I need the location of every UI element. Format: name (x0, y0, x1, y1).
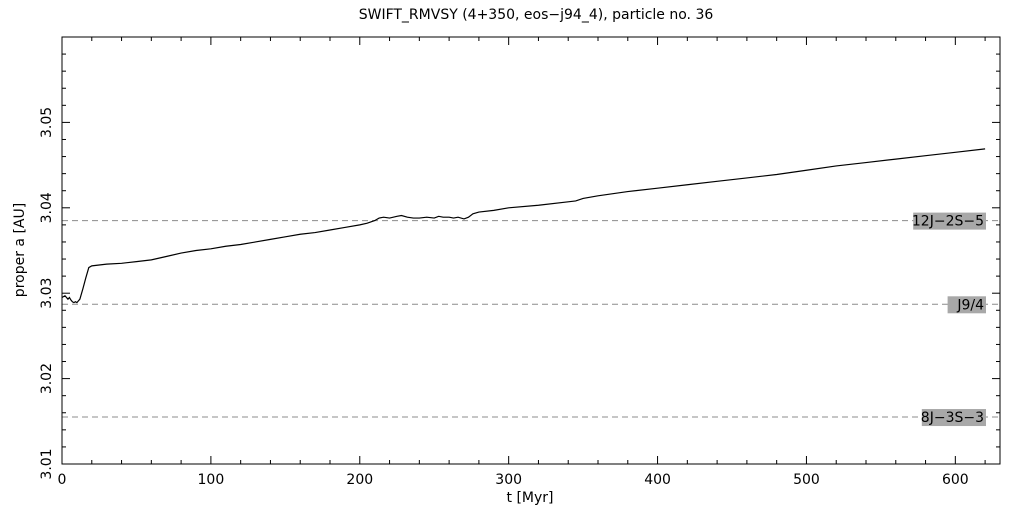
x-tick-label: 300 (495, 472, 522, 488)
axis-ticks (61, 36, 1000, 465)
x-tick-label: 100 (198, 472, 225, 488)
series-layer (61, 148, 986, 304)
resonance-label: 12J−2S−5 (912, 214, 984, 230)
x-tick-labels: 0 100 200 300 400 500 600 (58, 472, 969, 488)
y-tick-labels: 3.01 3.02 3.03 3.04 3.05 (39, 107, 55, 480)
y-axis-label: proper a [AU] (12, 203, 28, 297)
x-tick-label: 200 (346, 472, 373, 488)
x-axis-label: t [Myr] (507, 490, 554, 506)
x-tick-label: 500 (793, 472, 820, 488)
y-tick-label: 3.04 (39, 192, 55, 223)
resonance-label: J9/4 (956, 297, 984, 313)
chart-title: SWIFT_RMVSY (4+350, eos−j94_4), particle… (359, 7, 714, 23)
x-tick-label: 0 (58, 472, 67, 488)
resonance-labels: 12J−2S−5 J9/4 8J−3S−3 (912, 212, 986, 427)
resonance-label-box (913, 212, 986, 230)
resonance-lines (62, 220, 1000, 418)
y-tick-label: 3.03 (39, 278, 55, 309)
x-tick-label: 600 (942, 472, 969, 488)
resonance-label-box (921, 409, 986, 427)
y-tick-label: 3.01 (39, 448, 55, 479)
resonance-label: 8J−3S−3 (921, 410, 984, 426)
plot-frame (61, 36, 1001, 465)
x-tick-label: 400 (644, 472, 671, 488)
series-line (61, 148, 986, 304)
y-tick-label: 3.02 (39, 363, 55, 394)
y-tick-label: 3.05 (39, 107, 55, 138)
resonance-label-box (947, 296, 986, 314)
